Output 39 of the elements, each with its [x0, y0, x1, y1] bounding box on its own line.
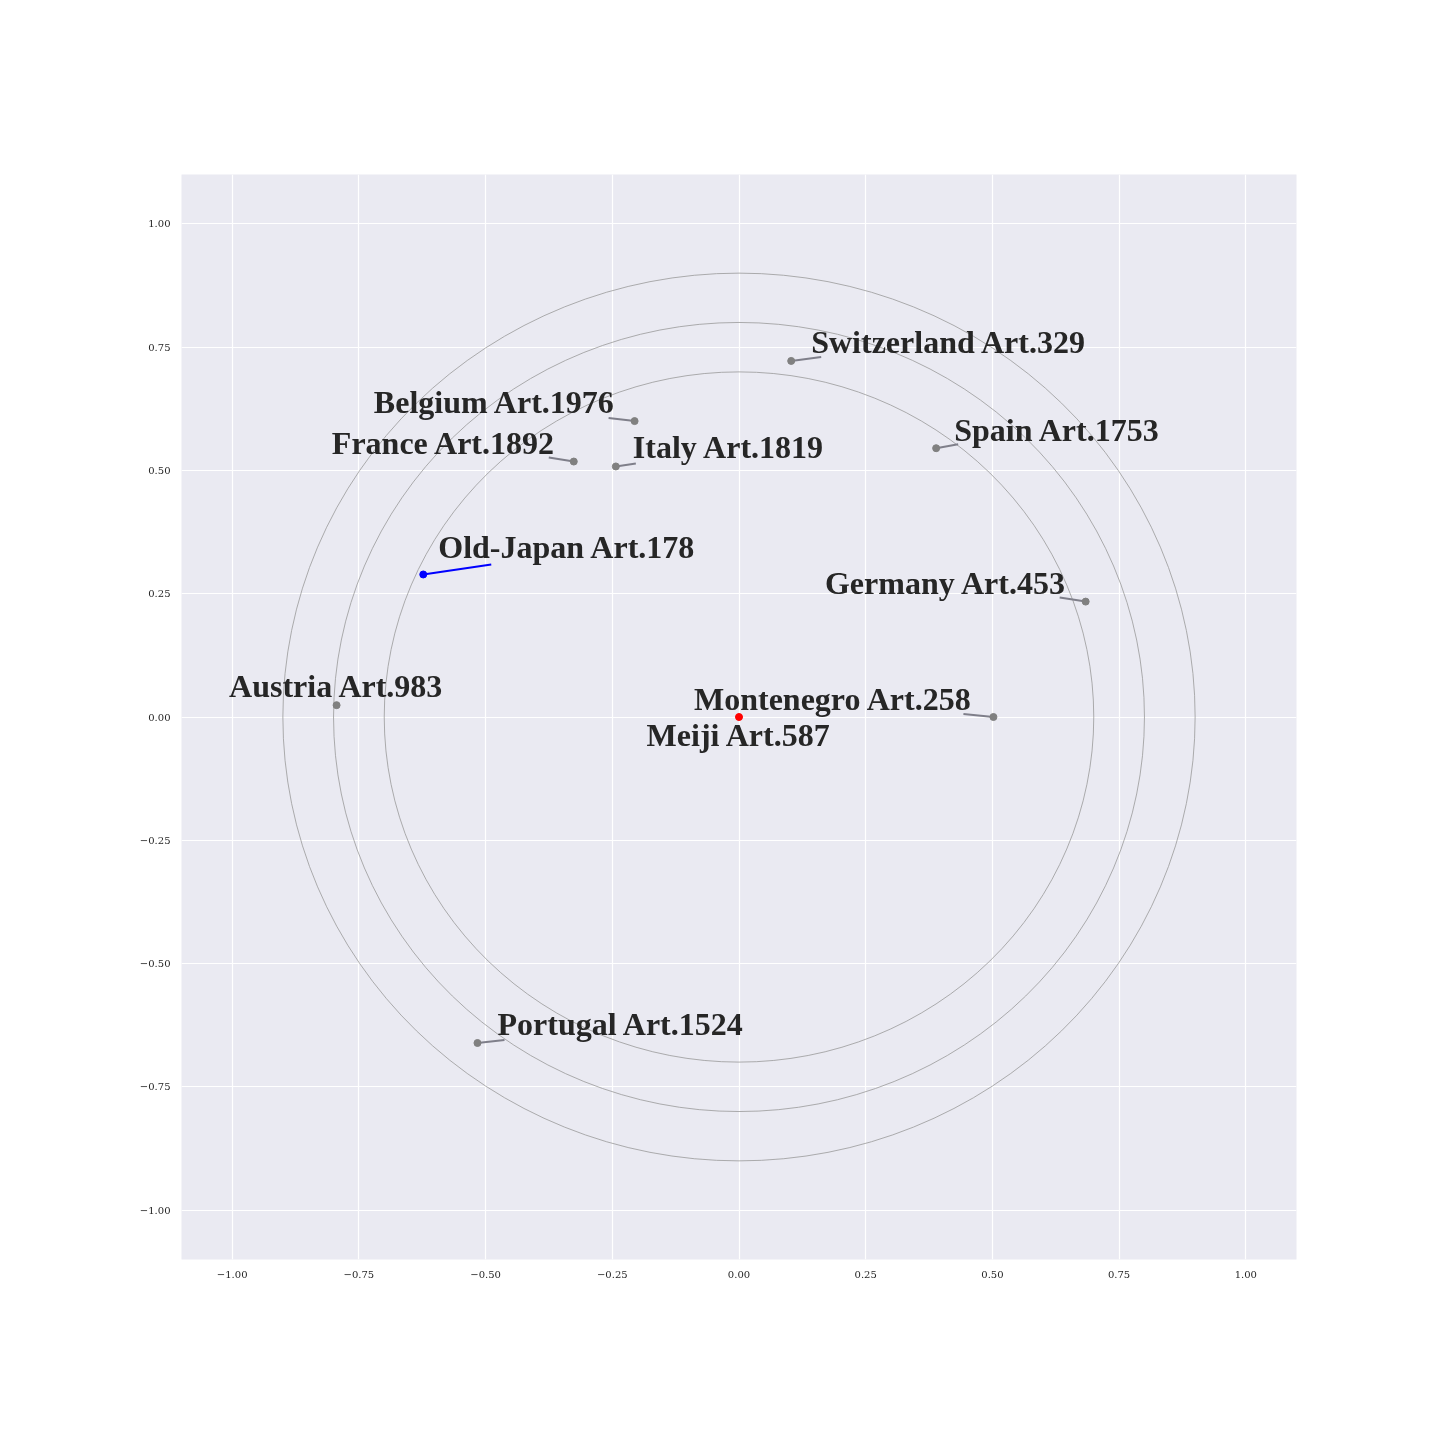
y-tick-label: 0.00: [148, 711, 171, 723]
y-tick-label: 1.00: [148, 218, 171, 230]
point: [787, 356, 796, 365]
y-tick-label: −0.50: [139, 958, 171, 970]
point: [473, 1039, 482, 1047]
x-tick-label: −1.00: [216, 1268, 248, 1280]
point: [932, 444, 941, 453]
x-tick-label: 0.75: [1107, 1268, 1131, 1280]
x-tick-label: −0.75: [343, 1268, 375, 1280]
y-tick-label: 0.75: [148, 341, 171, 353]
point: [611, 462, 620, 471]
data-label: Belgium Art.1976: [373, 384, 614, 421]
x-tick-label: −0.50: [470, 1268, 501, 1280]
data-label: Portugal Art.1524: [497, 1005, 743, 1042]
data-label: Switzerland Art.329: [811, 323, 1085, 360]
data-label: Old-Japan Art.178: [438, 529, 695, 566]
point: [630, 417, 639, 426]
point: [332, 701, 341, 710]
y-tick-label: 0.50: [148, 464, 171, 476]
data-label: France Art.1892: [331, 424, 555, 461]
y-tick-label: −0.75: [139, 1081, 171, 1093]
x-tick-label: 0.00: [727, 1268, 751, 1280]
x-tick-label: −0.25: [596, 1268, 628, 1280]
x-tick-label: 0.25: [854, 1268, 877, 1280]
data-label: Germany Art.453: [824, 564, 1065, 601]
data-label: Meiji Art.587: [646, 717, 830, 753]
x-tick-label: 1.00: [1234, 1268, 1257, 1280]
data-label: Italy Art.1819: [632, 429, 824, 466]
y-tick-label: 0.25: [148, 588, 171, 600]
point: [1081, 597, 1090, 606]
data-label: Spain Art.1753: [954, 412, 1159, 449]
data-label: Montenegro Art.258: [693, 681, 971, 717]
y-tick-label: −1.00: [139, 1204, 171, 1216]
data-label: Austria Art.983: [229, 668, 443, 705]
point: [569, 457, 578, 466]
x-tick-label: 0.50: [981, 1268, 1004, 1280]
point: [989, 713, 998, 721]
y-tick-label: −0.25: [139, 834, 171, 846]
point: [419, 570, 428, 579]
